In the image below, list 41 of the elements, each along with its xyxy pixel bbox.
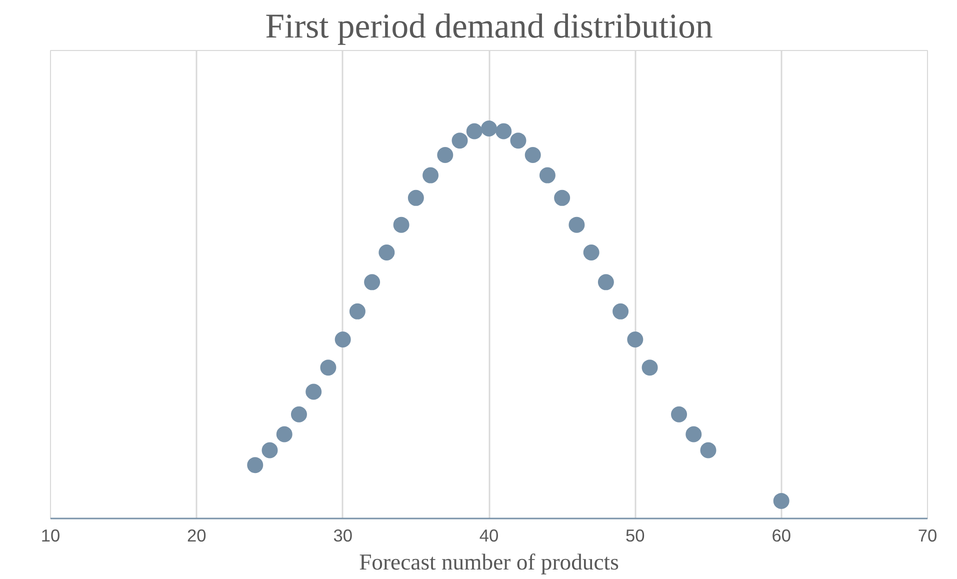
point bbox=[686, 426, 702, 442]
point bbox=[437, 147, 454, 164]
point bbox=[773, 492, 790, 509]
point bbox=[642, 360, 658, 376]
point bbox=[671, 406, 688, 422]
point bbox=[554, 190, 570, 206]
point bbox=[334, 332, 351, 348]
point bbox=[700, 442, 716, 458]
point bbox=[364, 274, 380, 290]
point bbox=[466, 123, 482, 140]
point bbox=[598, 274, 614, 290]
point bbox=[393, 216, 410, 233]
point bbox=[524, 147, 541, 164]
x-tick-label: 30 bbox=[333, 526, 352, 546]
point bbox=[568, 216, 585, 233]
point bbox=[481, 120, 497, 136]
point bbox=[539, 167, 556, 184]
point bbox=[349, 303, 366, 320]
x-tick-label: 70 bbox=[918, 526, 938, 546]
point bbox=[276, 426, 292, 442]
point bbox=[583, 244, 600, 261]
point bbox=[378, 244, 395, 261]
point bbox=[247, 457, 264, 474]
point bbox=[422, 167, 439, 184]
x-tick-label: 20 bbox=[187, 526, 206, 546]
point bbox=[290, 406, 307, 422]
x-tick-label: 40 bbox=[479, 526, 499, 546]
x-tick-label: 50 bbox=[626, 526, 645, 546]
x-tick-label: 60 bbox=[772, 526, 791, 546]
point bbox=[496, 123, 512, 140]
point bbox=[452, 132, 468, 149]
point bbox=[262, 442, 278, 458]
point bbox=[627, 332, 644, 348]
point bbox=[408, 190, 424, 206]
point bbox=[510, 132, 526, 149]
x-axis-title: Forecast number of products bbox=[359, 550, 619, 574]
point bbox=[612, 303, 629, 320]
point bbox=[320, 360, 336, 376]
point bbox=[306, 384, 322, 400]
chart-title: First period demand distribution bbox=[265, 8, 713, 46]
x-tick-label: 10 bbox=[40, 526, 60, 546]
